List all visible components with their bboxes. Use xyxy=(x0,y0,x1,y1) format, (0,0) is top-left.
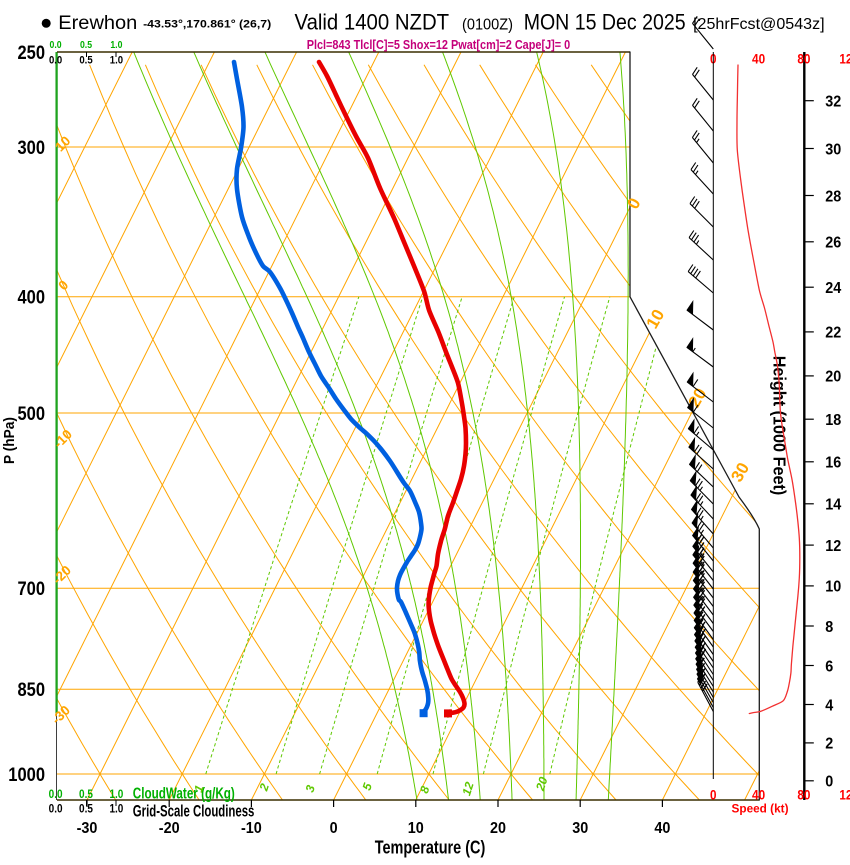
svg-text:20: 20 xyxy=(533,775,551,793)
svg-text:500: 500 xyxy=(18,404,46,425)
svg-text:(0100Z): (0100Z) xyxy=(462,17,513,34)
svg-text:120: 120 xyxy=(839,52,850,67)
svg-text:300: 300 xyxy=(18,138,46,159)
svg-text:P (hPa): P (hPa) xyxy=(1,417,18,464)
svg-text:3: 3 xyxy=(303,783,318,794)
svg-text:40: 40 xyxy=(654,820,670,837)
svg-text:4: 4 xyxy=(825,697,833,714)
svg-text:16: 16 xyxy=(825,455,841,472)
svg-text:0.0: 0.0 xyxy=(49,55,62,67)
svg-text:0: 0 xyxy=(825,774,833,791)
svg-text:700: 700 xyxy=(18,579,46,600)
svg-text:Plcl=843 Tlcl[C]=5 Shox=12 Pwa: Plcl=843 Tlcl[C]=5 Shox=12 Pwat[cm]=2 Ca… xyxy=(307,37,571,52)
svg-text:14: 14 xyxy=(825,497,841,514)
svg-text:18: 18 xyxy=(825,412,841,429)
svg-text:CloudWater (g/Kg): CloudWater (g/Kg) xyxy=(133,786,235,803)
svg-text:5: 5 xyxy=(360,781,375,792)
svg-text:10: 10 xyxy=(408,820,424,837)
svg-text:0.0: 0.0 xyxy=(50,40,62,51)
svg-text:80: 80 xyxy=(797,787,810,802)
svg-text:850: 850 xyxy=(18,680,46,701)
svg-text:1: 1 xyxy=(191,783,206,794)
svg-text:MON 15 Dec 2025: MON 15 Dec 2025 xyxy=(524,10,686,35)
svg-text:1000: 1000 xyxy=(8,765,45,786)
svg-text:30: 30 xyxy=(825,141,841,158)
svg-text:12: 12 xyxy=(825,538,841,555)
svg-text:120: 120 xyxy=(839,787,850,802)
svg-text:32: 32 xyxy=(825,93,841,110)
svg-text:30: 30 xyxy=(572,820,588,837)
svg-text:22: 22 xyxy=(825,325,841,342)
svg-text:40: 40 xyxy=(752,787,765,802)
svg-text:0.0: 0.0 xyxy=(49,803,63,815)
svg-text:26: 26 xyxy=(825,235,841,252)
svg-text:0: 0 xyxy=(710,787,717,802)
svg-text:1.0: 1.0 xyxy=(110,55,123,67)
svg-text:-43.53°,170.861° (26,7): -43.53°,170.861° (26,7) xyxy=(143,18,271,30)
svg-text:24: 24 xyxy=(825,280,841,297)
svg-text:12: 12 xyxy=(459,780,477,797)
svg-text:80: 80 xyxy=(797,52,810,67)
svg-text:400: 400 xyxy=(18,288,46,309)
svg-text:1.0: 1.0 xyxy=(110,40,122,51)
svg-text:20: 20 xyxy=(490,820,506,837)
svg-text:0.5: 0.5 xyxy=(79,789,93,801)
svg-text:20: 20 xyxy=(825,369,841,386)
svg-text:250: 250 xyxy=(18,43,46,64)
svg-text:0.5: 0.5 xyxy=(80,40,92,51)
svg-text:-10: -10 xyxy=(241,820,262,837)
svg-text:40: 40 xyxy=(752,52,765,67)
svg-text:0.5: 0.5 xyxy=(79,55,92,67)
svg-text:6: 6 xyxy=(825,658,833,675)
svg-text:Grid-Scale Cloudiness: Grid-Scale Cloudiness xyxy=(133,803,255,821)
svg-text:1.0: 1.0 xyxy=(109,803,123,815)
svg-text:8: 8 xyxy=(417,784,432,795)
svg-text:0.0: 0.0 xyxy=(49,789,63,801)
svg-text:10: 10 xyxy=(825,579,841,596)
svg-text:0: 0 xyxy=(330,820,338,837)
svg-text:Speed (kt): Speed (kt) xyxy=(732,803,789,815)
svg-text:Erewhon: Erewhon xyxy=(58,13,137,34)
svg-text:Temperature (C): Temperature (C) xyxy=(375,838,486,858)
svg-text:0.5: 0.5 xyxy=(79,803,93,815)
svg-text:1.0: 1.0 xyxy=(109,789,123,801)
svg-text:[25hrFcst@0543z]: [25hrFcst@0543z] xyxy=(693,16,825,33)
svg-text:-20: -20 xyxy=(159,820,180,837)
svg-text:2: 2 xyxy=(256,782,272,794)
svg-text:-30: -30 xyxy=(77,820,98,837)
svg-text:2: 2 xyxy=(825,736,833,753)
svg-text:Valid 1400 NZDT: Valid 1400 NZDT xyxy=(295,10,450,35)
svg-text:Height (1000 Feet): Height (1000 Feet) xyxy=(770,356,790,496)
svg-text:28: 28 xyxy=(825,188,841,205)
svg-text:8: 8 xyxy=(825,619,833,636)
